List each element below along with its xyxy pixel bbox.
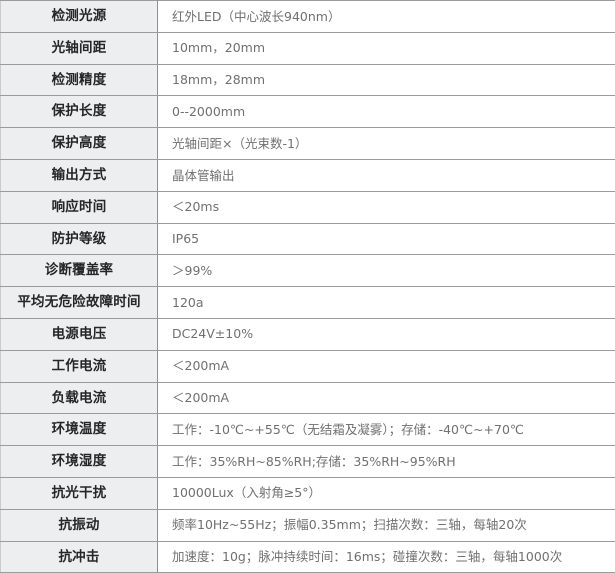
- spec-value-cell: 10mm，20mm: [158, 32, 615, 64]
- spec-label-cell: 光轴间距: [1, 32, 158, 64]
- table-row: 检测光源红外LED（中心波长940nm）: [1, 1, 615, 33]
- spec-label-cell: 抗振动: [1, 509, 158, 541]
- spec-value-cell: DC24V±10%: [158, 318, 615, 350]
- table-row: 保护高度光轴间距×（光束数-1）: [1, 128, 615, 160]
- spec-value-cell: ＜20ms: [158, 191, 615, 223]
- spec-value-cell: 工作：35%RH~85%RH;存储：35%RH~95%RH: [158, 446, 615, 478]
- table-row: 工作电流＜200mA: [1, 350, 615, 382]
- table-row: 响应时间＜20ms: [1, 191, 615, 223]
- spec-label-cell: 平均无危险故障时间: [1, 287, 158, 319]
- spec-value-cell: 10000Lux（入射角≥5°）: [158, 477, 615, 509]
- spec-value-cell: 18mm，28mm: [158, 64, 615, 96]
- spec-label-cell: 环境湿度: [1, 446, 158, 478]
- spec-value-cell: 工作：-10℃~+55℃（无结霜及凝雾）；存储：-40℃~+70℃: [158, 414, 615, 446]
- spec-value-cell: IP65: [158, 223, 615, 255]
- spec-label-cell: 抗冲击: [1, 541, 158, 573]
- spec-value-cell: 120a: [158, 287, 615, 319]
- spec-label-cell: 防护等级: [1, 223, 158, 255]
- spec-value-cell: ＜200mA: [158, 350, 615, 382]
- spec-label-cell: 负载电流: [1, 382, 158, 414]
- spec-label-cell: 抗光干扰: [1, 477, 158, 509]
- spec-label-cell: 检测光源: [1, 1, 158, 33]
- spec-value-cell: 频率10Hz~55Hz；振幅0.35mm；扫描次数：三轴，每轴20次: [158, 509, 615, 541]
- spec-label-cell: 保护长度: [1, 96, 158, 128]
- table-row: 负载电流＜200mA: [1, 382, 615, 414]
- spec-label-cell: 环境温度: [1, 414, 158, 446]
- table-row: 环境温度工作：-10℃~+55℃（无结霜及凝雾）；存储：-40℃~+70℃: [1, 414, 615, 446]
- spec-label-cell: 输出方式: [1, 159, 158, 191]
- spec-value-cell: 晶体管输出: [158, 159, 615, 191]
- spec-value-cell: 红外LED（中心波长940nm）: [158, 1, 615, 33]
- table-row: 抗振动频率10Hz~55Hz；振幅0.35mm；扫描次数：三轴，每轴20次: [1, 509, 615, 541]
- spec-value-cell: ＜200mA: [158, 382, 615, 414]
- spec-label-cell: 检测精度: [1, 64, 158, 96]
- spec-value-cell: 光轴间距×（光束数-1）: [158, 128, 615, 160]
- spec-label-cell: 诊断覆盖率: [1, 255, 158, 287]
- spec-value-cell: 加速度：10g；脉冲持续时间：16ms；碰撞次数：三轴，每轴1000次: [158, 541, 615, 573]
- table-row: 诊断覆盖率＞99%: [1, 255, 615, 287]
- table-row: 输出方式晶体管输出: [1, 159, 615, 191]
- spec-label-cell: 保护高度: [1, 128, 158, 160]
- table-row: 抗冲击加速度：10g；脉冲持续时间：16ms；碰撞次数：三轴，每轴1000次: [1, 541, 615, 573]
- spec-label-cell: 响应时间: [1, 191, 158, 223]
- spec-value-cell: ＞99%: [158, 255, 615, 287]
- spec-label-cell: 工作电流: [1, 350, 158, 382]
- spec-label-cell: 电源电压: [1, 318, 158, 350]
- table-row: 环境湿度工作：35%RH~85%RH;存储：35%RH~95%RH: [1, 446, 615, 478]
- spec-value-cell: 0--2000mm: [158, 96, 615, 128]
